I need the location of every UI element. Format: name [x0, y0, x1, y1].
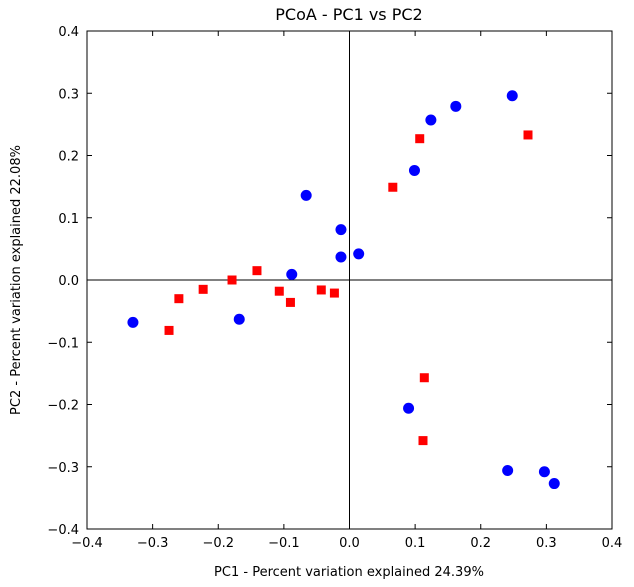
data-point-circle — [450, 100, 462, 112]
x-tick-label: 0.1 — [405, 536, 426, 551]
data-point-circle — [502, 464, 514, 476]
x-tick-label: −0.2 — [202, 536, 234, 551]
data-point-square — [415, 134, 425, 144]
data-point-square — [227, 275, 237, 285]
data-point-circle — [548, 478, 560, 490]
data-point-circle — [353, 248, 365, 260]
data-point-square — [329, 288, 339, 298]
y-tick-label: −0.2 — [47, 399, 79, 414]
y-axis-title: PC2 - Percent variation explained 22.08% — [9, 145, 24, 415]
x-tick-label: −0.1 — [268, 536, 300, 551]
y-tick-label: 0.0 — [58, 274, 79, 289]
data-point-circle — [300, 189, 312, 201]
data-point-circle — [425, 114, 437, 126]
x-tick-label: −0.4 — [71, 536, 103, 551]
data-point-square — [252, 266, 262, 276]
data-point-circle — [233, 313, 245, 325]
y-tick-label: 0.1 — [58, 212, 79, 227]
data-point-square — [523, 130, 533, 140]
data-point-circle — [538, 466, 550, 478]
x-tick-label: 0.0 — [339, 536, 360, 551]
x-tick-label: −0.3 — [137, 536, 169, 551]
data-point-circle — [127, 316, 139, 328]
y-tick-label: −0.1 — [47, 336, 79, 351]
data-point-square — [198, 284, 208, 294]
data-point-circle — [335, 224, 347, 236]
y-tick-label: 0.4 — [58, 25, 79, 40]
data-point-circle — [335, 251, 347, 263]
data-point-square — [388, 182, 398, 192]
y-tick-label: −0.4 — [47, 523, 79, 538]
data-point-square — [418, 436, 428, 446]
data-point-circle — [506, 90, 518, 102]
y-tick-label: −0.3 — [47, 461, 79, 476]
data-point-circle — [286, 268, 298, 280]
data-point-square — [316, 285, 326, 295]
data-point-square — [419, 373, 429, 383]
plot-area — [86, 30, 613, 530]
x-tick-label: 0.4 — [602, 536, 623, 551]
data-point-circle — [403, 402, 415, 414]
data-points — [127, 90, 560, 490]
y-tick-label: 0.2 — [58, 150, 79, 165]
x-tick-label: 0.3 — [536, 536, 557, 551]
data-point-square — [164, 325, 174, 335]
data-point-circle — [408, 164, 420, 176]
data-point-square — [274, 286, 284, 296]
data-point-square — [174, 294, 184, 304]
x-tick-label: 0.2 — [470, 536, 491, 551]
axis-ticks: −0.4 −0.3 −0.2 −0.1 0.0 0.1 0.2 0.3 0.4 −0.4 −0.3 −… — [47, 25, 622, 551]
chart-title: PCoA - PC1 vs PC2 — [275, 5, 422, 24]
data-point-square — [285, 297, 295, 307]
y-tick-label: 0.3 — [58, 87, 79, 102]
x-axis-title: PC1 - Percent variation explained 24.39% — [214, 565, 484, 580]
